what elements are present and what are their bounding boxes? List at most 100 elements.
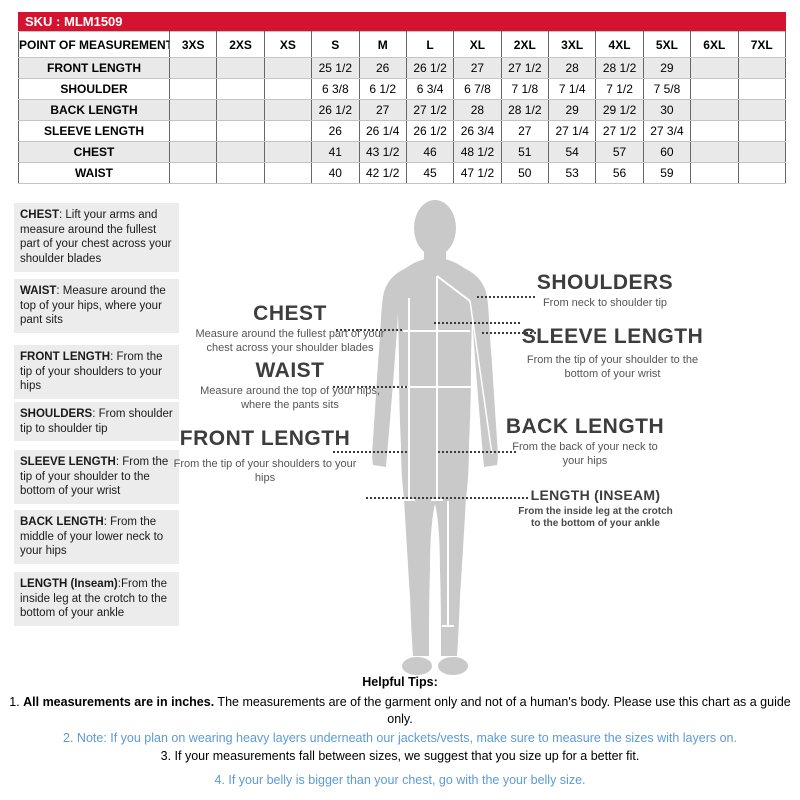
size-value-cell: 27 1/2 xyxy=(500,57,550,79)
size-column-header: XS xyxy=(263,31,313,58)
diagram-label-length-inseam: LENGTH (INSEAM) From the inside leg at t… xyxy=(518,488,673,531)
size-value-cell: 6 3/4 xyxy=(405,78,455,100)
size-value-cell: 48 1/2 xyxy=(453,141,502,163)
length-inseam-title: LENGTH (INSEAM) xyxy=(530,487,661,503)
size-value-cell: 7 1/4 xyxy=(547,78,597,100)
size-value-cell xyxy=(737,78,786,100)
size-value-cell xyxy=(168,57,218,79)
size-value-cell xyxy=(690,78,739,100)
size-value-cell: 57 xyxy=(595,141,644,163)
table-row: SHOULDER 6 3/8 6 1/2 6 3/4 6 7/8 7 1/8 7 1/4 7 … xyxy=(18,78,786,100)
diagram-label-sleeve-length: SLEEVE LENGTH From the tip of your shoul… xyxy=(520,325,705,382)
size-value-cell xyxy=(263,141,313,163)
definition-term: CHEST xyxy=(20,209,59,221)
size-value-cell: 26 1/4 xyxy=(358,120,407,142)
definition-text: :From the inside leg at the crotch to th… xyxy=(20,578,168,620)
front-length-leader-line xyxy=(333,451,407,453)
tip-line: 2. Note: If you plan on wearing heavy la… xyxy=(63,730,737,745)
definition-text: : From the middle of your lower neck to … xyxy=(20,516,164,558)
table-row: FRONT LENGTH 25 1/2 26 26 1/2 27 27 1/2 28 28 1… xyxy=(18,57,786,79)
definition-text: : From shoulder tip to shoulder tip xyxy=(20,408,173,435)
measurement-row-label: FRONT LENGTH xyxy=(18,57,170,79)
table-row: BACK LENGTH 26 1/2 27 27 1/2 28 28 1/2 29 29 1/… xyxy=(18,99,786,121)
size-column-header: L xyxy=(405,31,455,58)
definition-block: FRONT LENGTH: From the tip of your shoul… xyxy=(14,345,179,400)
definition-term: FRONT LENGTH xyxy=(20,351,111,363)
size-value-cell xyxy=(216,120,265,142)
size-value-cell: 27 3/4 xyxy=(642,120,692,142)
sku-banner: SKU : MLM1509 xyxy=(18,12,786,31)
size-value-cell xyxy=(690,57,739,79)
size-value-cell xyxy=(168,162,218,184)
chest-title: CHEST xyxy=(253,302,327,325)
tip-line: 3. If your measurements fall between siz… xyxy=(160,749,640,763)
size-value-cell: 27 1/4 xyxy=(547,120,597,142)
measurement-row-label: WAIST xyxy=(18,162,170,184)
size-value-cell: 7 1/8 xyxy=(500,78,550,100)
size-value-cell xyxy=(216,78,265,100)
waist-leader-line xyxy=(333,386,407,388)
table-row: SLEEVE LENGTH 26 26 1/4 26 1/2 26 3/4 27 27 1/… xyxy=(18,120,786,142)
sku-label: SKU : MLM1509 xyxy=(25,14,123,29)
size-value-cell xyxy=(263,162,313,184)
size-value-cell xyxy=(690,162,739,184)
definition-term: SLEEVE LENGTH xyxy=(20,456,116,468)
helpful-tips-section: Helpful Tips: 1. All measurements are in… xyxy=(0,674,800,790)
back-length-desc: From the back of your neck to your hips xyxy=(512,441,658,467)
size-value-cell xyxy=(216,99,265,121)
table-row: WAIST 40 42 1/2 45 47 1/2 50 53 56 59 xyxy=(18,162,786,184)
size-value-cell: 30 xyxy=(642,99,692,121)
definition-block: WAIST: Measure around the top of your hi… xyxy=(14,279,179,334)
inseam-leader-line xyxy=(366,497,528,499)
size-value-cell: 26 3/4 xyxy=(453,120,502,142)
size-value-cell xyxy=(737,120,786,142)
definition-block: SLEEVE LENGTH: From the tip of your shou… xyxy=(14,450,179,505)
definition-block: SHOULDERS: From shoulder tip to shoulder… xyxy=(14,402,179,442)
tip-line: 4. If your belly is bigger than your che… xyxy=(214,772,586,787)
size-column-header: S xyxy=(311,31,360,58)
size-value-cell xyxy=(737,141,786,163)
size-value-cell: 27 1/2 xyxy=(595,120,644,142)
size-value-cell: 29 xyxy=(547,99,597,121)
sleeve-length-desc: From the tip of your shoulder to the bot… xyxy=(526,354,699,380)
size-value-cell xyxy=(168,78,218,100)
size-value-cell xyxy=(168,141,218,163)
front-length-title: FRONT LENGTH xyxy=(179,427,351,450)
definition-term: LENGTH (Inseam) xyxy=(20,578,118,590)
measurement-row-label: SHOULDER xyxy=(18,78,170,100)
size-value-cell: 26 xyxy=(311,120,360,142)
size-value-cell: 26 xyxy=(358,57,407,79)
size-value-cell xyxy=(690,120,739,142)
size-column-header: 2XS xyxy=(216,31,265,58)
size-value-cell: 51 xyxy=(500,141,550,163)
shoulders-desc: From neck to shoulder tip xyxy=(542,297,668,310)
definition-block: BACK LENGTH: From the middle of your low… xyxy=(14,510,179,565)
size-value-cell xyxy=(168,99,218,121)
size-column-header: 5XL xyxy=(642,31,692,58)
size-value-cell: 28 xyxy=(453,99,502,121)
definition-block: CHEST: Lift your arms and measure around… xyxy=(14,203,179,272)
definition-text: : Measure around the top of your hips, w… xyxy=(20,285,166,327)
shoulders-title: SHOULDERS xyxy=(536,271,674,294)
shoulders-leader-line xyxy=(477,296,535,298)
point-of-measurement-header: POINT OF MEASUREMENT xyxy=(18,31,170,58)
definition-text: : From the tip of your shoulders to your… xyxy=(20,351,163,393)
size-value-cell: 26 1/2 xyxy=(405,120,455,142)
size-value-cell: 27 1/2 xyxy=(405,99,455,121)
back-length-leader-line xyxy=(438,451,516,453)
size-value-cell: 26 1/2 xyxy=(405,57,455,79)
size-value-cell: 53 xyxy=(547,162,597,184)
size-column-header: 7XL xyxy=(737,31,786,58)
size-value-cell xyxy=(216,141,265,163)
size-value-cell xyxy=(737,162,786,184)
male-body-silhouette-svg xyxy=(372,200,498,675)
size-value-cell: 46 xyxy=(405,141,455,163)
size-column-header: 3XS xyxy=(168,31,218,58)
size-value-cell xyxy=(737,99,786,121)
size-value-cell: 6 7/8 xyxy=(453,78,502,100)
size-value-cell xyxy=(263,78,313,100)
size-value-cell: 7 1/2 xyxy=(595,78,644,100)
chest-desc: Measure around the fullest part of your … xyxy=(195,328,385,354)
measurement-row-label: SLEEVE LENGTH xyxy=(18,120,170,142)
